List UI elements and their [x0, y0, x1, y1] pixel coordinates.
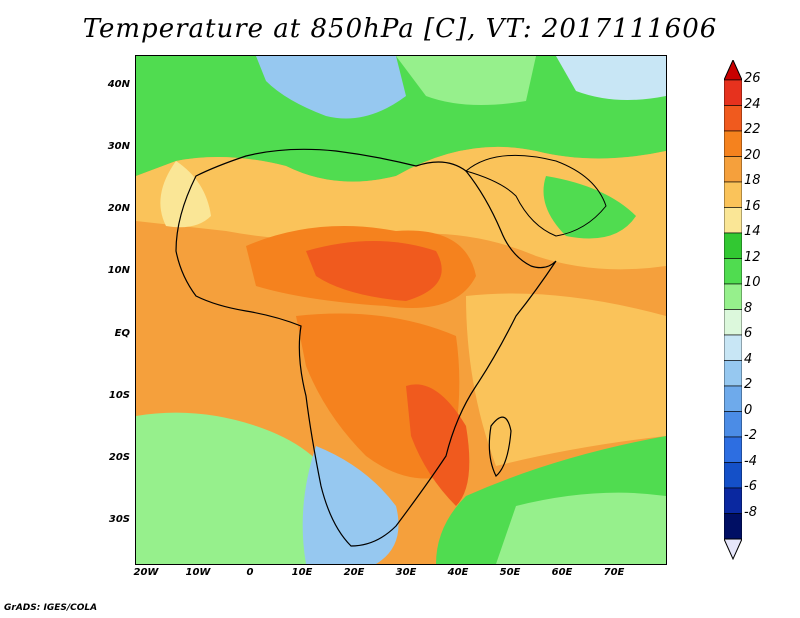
colorbar-label: 12	[744, 249, 761, 265]
lon-label: 10E	[291, 567, 313, 578]
lon-label: 0	[246, 567, 254, 578]
colorbar-label: -8	[744, 504, 757, 520]
footer-credit: GrADS: IGES/COLA	[4, 603, 98, 613]
madagascar-coastline	[488, 416, 512, 477]
field-north-green	[136, 56, 666, 182]
colorbar-label: 14	[744, 224, 761, 239]
lat-label: 20S	[108, 452, 130, 463]
field-south-indian-lightgreen	[496, 492, 666, 564]
africa-coastline	[175, 148, 557, 547]
lat-label: EQ	[114, 328, 130, 339]
field-arabia-green	[543, 176, 636, 239]
lon-label: 70E	[603, 567, 625, 578]
colorbar-label: -6	[744, 479, 757, 494]
colorbar-swatch	[724, 156, 742, 183]
lat-label: 10S	[108, 390, 130, 401]
colorbar-swatch	[724, 462, 742, 489]
colorbar-swatch	[724, 385, 742, 412]
colorbar-swatch	[724, 181, 742, 208]
map-title: Temperature at 850hPa [C], VT: 201711160…	[82, 14, 718, 44]
colorbar-label: 16	[744, 198, 761, 214]
colorbar-label: 20	[744, 147, 761, 163]
colorbar-bottom-arrow	[724, 538, 742, 560]
colorbar-swatch	[724, 411, 742, 438]
colorbar-swatch	[724, 105, 742, 132]
colorbar-label: 0	[744, 402, 753, 418]
lat-label: 30N	[107, 141, 130, 152]
colorbar-label: 8	[744, 300, 753, 316]
lon-label: 10W	[185, 567, 211, 578]
lat-label: 30S	[108, 514, 130, 525]
lat-label: 10N	[107, 265, 130, 276]
field-western-sahara	[160, 161, 211, 228]
colorbar-label: -4	[744, 453, 757, 469]
field-south-atlantic-green	[136, 412, 336, 564]
colorbar-label: 6	[744, 326, 753, 341]
lon-label: 50E	[499, 567, 521, 578]
field-north-blue	[256, 56, 406, 119]
lon-label: 20E	[343, 567, 365, 578]
colorbar-top-arrow	[724, 60, 742, 81]
lat-label: 40N	[107, 79, 130, 90]
colorbar-swatch	[724, 79, 742, 106]
lon-label: 20W	[133, 567, 159, 578]
colorbar-label: 4	[744, 351, 753, 367]
colorbar-label: 26	[744, 71, 761, 86]
arabia-coastline	[464, 154, 607, 237]
colorbar-swatch	[724, 513, 742, 540]
colorbar-swatch	[724, 309, 742, 336]
colorbar-swatch	[724, 283, 742, 310]
colorbar-swatch	[724, 130, 742, 157]
colorbar-label: 2	[744, 377, 753, 392]
lon-label: 60E	[551, 567, 573, 578]
colorbar-label: -2	[744, 428, 757, 443]
colorbar-swatch	[724, 436, 742, 463]
lon-label: 30E	[395, 567, 417, 578]
colorbar-swatch	[724, 258, 742, 285]
colorbar	[724, 60, 742, 560]
colorbar-label: 22	[744, 122, 761, 137]
field-indian-ocean	[466, 293, 666, 466]
field-north-lightgreen	[396, 56, 536, 105]
field-south-africa-blue	[302, 446, 399, 564]
temperature-field	[136, 56, 666, 564]
lon-label: 40E	[447, 567, 469, 578]
colorbar-label: 18	[744, 173, 761, 188]
lat-label: 20N	[107, 203, 130, 214]
colorbar-label: 10	[744, 275, 761, 290]
colorbar-label: 24	[744, 96, 761, 112]
temperature-map	[135, 55, 667, 565]
field-northeast-blue	[556, 56, 666, 100]
field-sahel-red	[306, 241, 442, 301]
colorbar-swatch	[724, 334, 742, 361]
colorbar-swatch	[724, 360, 742, 387]
field-mozambique-red	[406, 384, 470, 506]
field-sahara-yellow	[136, 146, 666, 270]
colorbar-swatch	[724, 232, 742, 259]
colorbar-swatch	[724, 487, 742, 514]
colorbar-swatch	[724, 207, 742, 234]
